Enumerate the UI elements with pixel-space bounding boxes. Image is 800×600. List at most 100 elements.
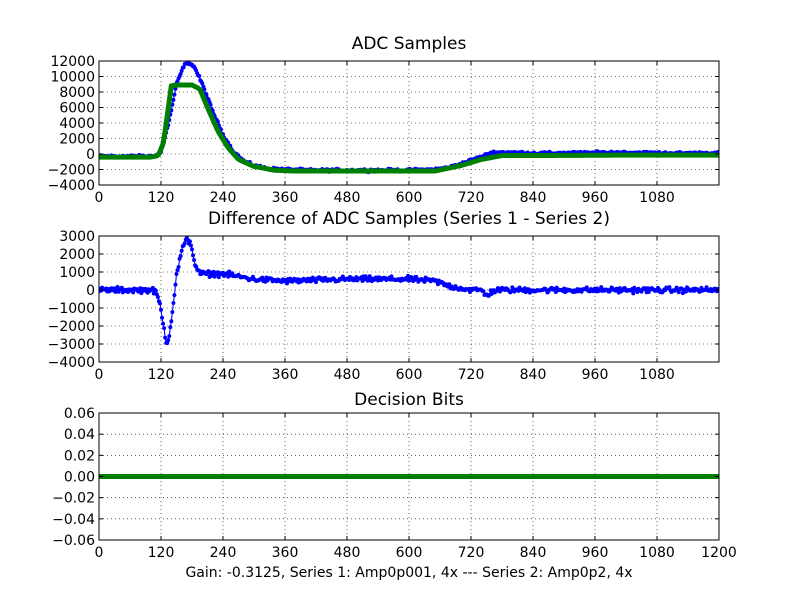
- difference-ytick-label: 2000: [59, 247, 95, 263]
- difference-series-1-point: [171, 301, 176, 306]
- decision-bits-xtick-label: 1200: [701, 545, 737, 561]
- difference-series-1-point: [178, 253, 183, 258]
- adc-samples-ytick-label: −4000: [48, 178, 95, 194]
- adc-samples-xtick-label: 120: [148, 190, 175, 206]
- difference-series-1-point: [113, 289, 118, 294]
- difference-series-1-point: [522, 286, 527, 291]
- difference-series-1-point: [405, 273, 410, 278]
- difference-series-group: [99, 236, 719, 346]
- difference-series-1-point: [481, 289, 486, 294]
- decision-bits-ytick-label: −0.06: [52, 533, 95, 549]
- difference-series-1-point: [169, 319, 174, 324]
- difference-ytick-label: 1000: [59, 265, 95, 281]
- adc-samples-series-1-point: [202, 87, 207, 92]
- adc-samples-xtick-label: 720: [458, 190, 485, 206]
- difference-ytick-label: 3000: [59, 229, 95, 245]
- difference-title: Difference of ADC Samples (Series 1 - Se…: [208, 209, 610, 229]
- adc-samples-xtick-label: 240: [210, 190, 237, 206]
- difference-series-1-point: [227, 269, 232, 274]
- difference-series-1-point: [667, 285, 672, 290]
- adc-samples-series-1-point: [171, 97, 176, 102]
- decision-bits-title: Decision Bits: [354, 390, 464, 410]
- difference-series-1-point: [173, 282, 178, 287]
- difference-xtick-label: 600: [396, 367, 423, 383]
- difference-series-1-point: [679, 286, 684, 291]
- adc-samples-panel: ADC Samples 0 120 240 360 480 600 720 840 960 108…: [48, 34, 720, 206]
- difference-series-1-point: [308, 279, 313, 284]
- decision-bits-xtick-label: 120: [148, 545, 175, 561]
- adc-samples-ytick-label: 0: [86, 147, 95, 163]
- decision-bits-xtick-label: 360: [272, 545, 299, 561]
- difference-series-1-point: [151, 291, 156, 296]
- difference-xtick-label: 360: [272, 367, 299, 383]
- adc-samples-ytick-label: 8000: [59, 85, 95, 101]
- adc-samples-xtick-label: 840: [520, 190, 547, 206]
- adc-samples-ytick-label: 10000: [50, 70, 95, 86]
- difference-series-1-point: [167, 334, 172, 339]
- difference-series-1-point: [191, 253, 196, 258]
- difference-series-1-point: [168, 325, 173, 330]
- difference-series-1-point: [175, 268, 180, 273]
- decision-bits-xtick-label: 480: [334, 545, 361, 561]
- adc-samples-series-1-point: [181, 65, 186, 70]
- decision-bits-ytick-label: 0.06: [64, 406, 95, 422]
- adc-samples-xtick-label: 0: [95, 190, 104, 206]
- difference-series-1-point: [179, 248, 184, 253]
- adc-samples-series-group: [99, 61, 719, 175]
- adc-samples-series-1-point: [204, 92, 209, 97]
- decision-bits-xtick-label: 0: [95, 545, 104, 561]
- adc-samples-series-1-point: [172, 92, 177, 97]
- adc-samples-series-1-point: [179, 68, 184, 73]
- difference-series-1-point: [188, 243, 193, 248]
- difference-xtick-label: 480: [334, 367, 361, 383]
- decision-bits-ytick-label: 0.04: [64, 427, 95, 443]
- decision-bits-ytick-label: 0.00: [64, 470, 95, 486]
- adc-samples-xtick-label: 600: [396, 190, 423, 206]
- decision-bits-ytick-label: −0.02: [52, 491, 95, 507]
- difference-series-1-point: [161, 321, 166, 326]
- decision-bits-xtick-label: 240: [210, 545, 237, 561]
- adc-samples-xtick-label: 1080: [639, 190, 675, 206]
- difference-series-1-point: [314, 280, 318, 285]
- adc-samples-series-1-point: [200, 81, 205, 86]
- difference-xtick-label: 0: [95, 367, 104, 383]
- difference-series-1-point: [584, 285, 589, 290]
- difference-series-1-point: [166, 338, 171, 343]
- adc-samples-title: ADC Samples: [352, 34, 467, 54]
- difference-xtick-label: 1080: [639, 367, 675, 383]
- difference-series-1-point: [631, 291, 636, 296]
- difference-series-1-point: [155, 295, 160, 300]
- decision-bits-ytick-label: −0.04: [52, 512, 95, 528]
- difference-series-1-point: [412, 278, 417, 283]
- difference-series-1-point: [159, 307, 163, 312]
- decision-bits-ytick-label: 0.02: [64, 448, 95, 464]
- difference-series-1-point: [197, 268, 202, 273]
- difference-series-1-point: [207, 275, 212, 280]
- adc-samples-series-1-point: [208, 102, 213, 107]
- difference-series-1-point: [216, 275, 221, 280]
- decision-bits-xtick-label: 720: [458, 545, 485, 561]
- difference-series-1-point: [389, 274, 394, 279]
- difference-xtick-label: 720: [458, 367, 485, 383]
- decision-bits-panel: Decision Bits 0 120 240 360 480 600 720 840 960 1…: [52, 390, 737, 561]
- difference-series-1-point: [165, 341, 170, 346]
- adc-samples-xtick-label: 360: [272, 190, 299, 206]
- difference-series-1-point: [172, 293, 177, 298]
- difference-series-1-point: [683, 289, 688, 294]
- difference-series-1-point: [187, 239, 192, 244]
- difference-xtick-label: 960: [582, 367, 609, 383]
- decision-bits-xtick-label: 840: [520, 545, 547, 561]
- difference-series-1-point: [153, 288, 158, 293]
- decision-bits-xtick-label: 600: [396, 545, 423, 561]
- difference-ytick-label: −3000: [48, 337, 95, 353]
- difference-series-1-point: [163, 335, 168, 340]
- difference-xtick-label: 240: [210, 367, 237, 383]
- adc-samples-series-1-point: [178, 72, 183, 77]
- difference-series-1-point: [192, 258, 197, 263]
- difference-series-1-point: [170, 309, 175, 314]
- difference-series-1-point: [367, 274, 372, 279]
- adc-samples-xtick-label: 960: [582, 190, 609, 206]
- difference-series-1-point: [190, 247, 194, 252]
- difference-ytick-label: −2000: [48, 319, 95, 335]
